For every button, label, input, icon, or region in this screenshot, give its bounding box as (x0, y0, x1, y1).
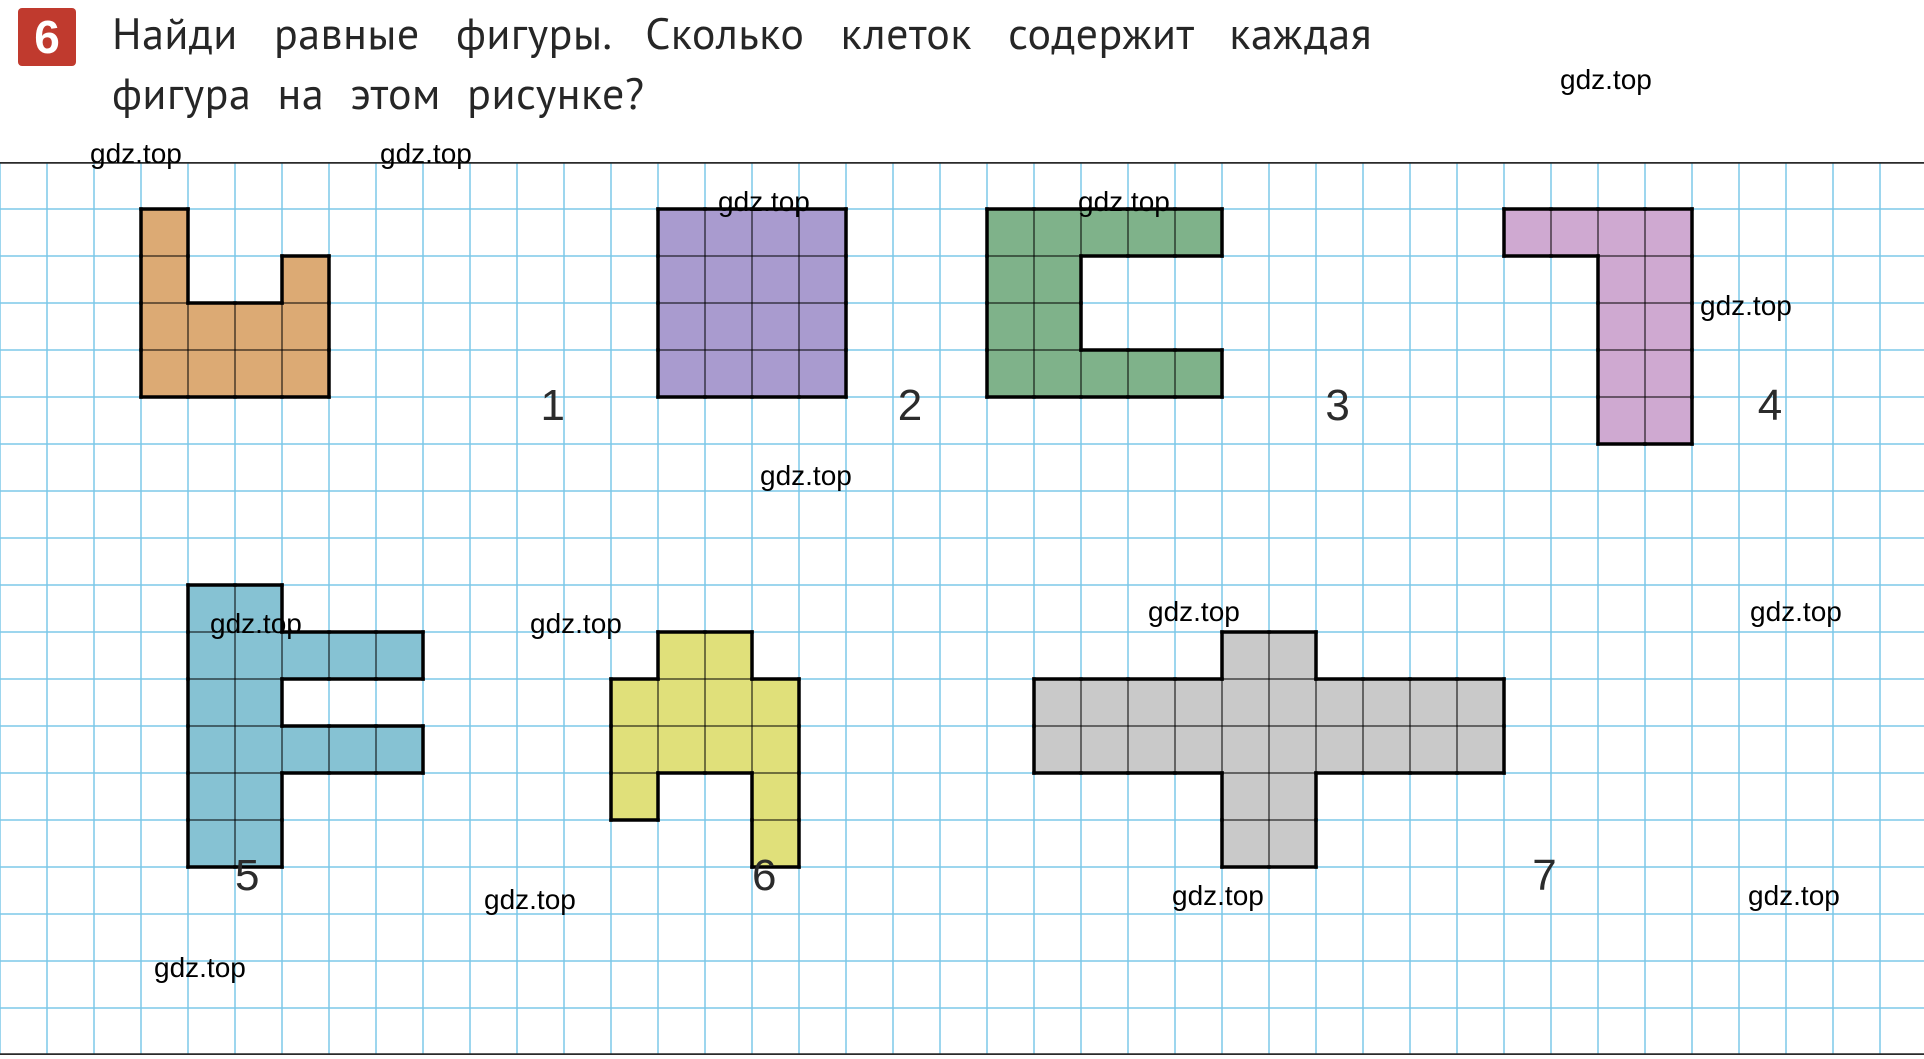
shape-s2 (658, 209, 846, 397)
shape-label-s3: 3 (1325, 381, 1349, 431)
shape-label-s4: 4 (1758, 381, 1782, 431)
page-root: 6 Найди равные фигуры. Сколько клеток со… (0, 0, 1924, 1059)
shape-label-s5: 5 (235, 851, 259, 901)
shape-label-s6: 6 (752, 851, 776, 901)
task-line-1: Найди равные фигуры. Сколько клеток соде… (112, 4, 1904, 64)
watermark: gdz.top (1748, 880, 1840, 912)
watermark: gdz.top (1700, 290, 1792, 322)
watermark: gdz.top (718, 186, 810, 218)
watermark: gdz.top (1560, 64, 1652, 96)
watermark: gdz.top (1148, 596, 1240, 628)
watermark: gdz.top (760, 460, 852, 492)
watermark: gdz.top (154, 952, 246, 984)
shape-label-s7: 7 (1532, 851, 1556, 901)
watermark: gdz.top (484, 884, 576, 916)
watermark: gdz.top (210, 608, 302, 640)
watermark: gdz.top (1172, 880, 1264, 912)
watermark: gdz.top (1750, 596, 1842, 628)
shape-label-s2: 2 (898, 381, 922, 431)
shape-label-s1: 1 (541, 381, 565, 431)
watermark: gdz.top (380, 138, 472, 170)
watermark: gdz.top (90, 138, 182, 170)
problem-number: 6 (18, 8, 76, 66)
watermark: gdz.top (530, 608, 622, 640)
watermark: gdz.top (1078, 186, 1170, 218)
